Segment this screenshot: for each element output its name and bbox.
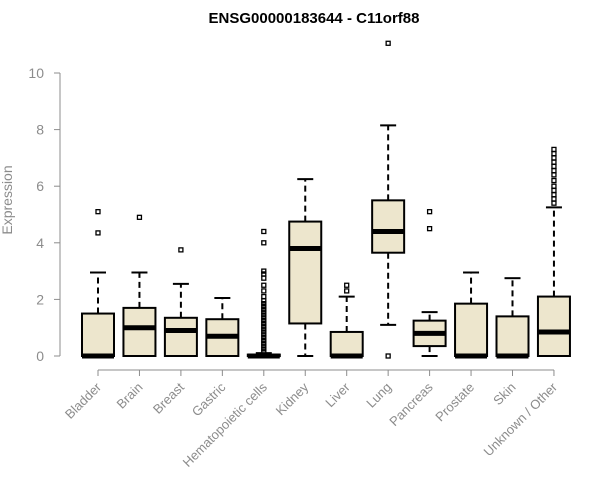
y-tick-label: 0 [36,348,44,364]
outlier-point [551,146,557,153]
outlier-point [261,300,267,307]
outlier-point [551,177,557,184]
x-tick-label: Liver [322,379,353,410]
outlier-point [551,187,557,194]
outlier-point [261,334,267,341]
x-tick-label: Lung [363,380,394,411]
outlier-point [261,326,267,332]
box-iqr [329,330,364,358]
box-iqr [81,312,115,357]
outlier-point [261,309,267,315]
outlier-point [261,298,267,304]
outlier-point [95,209,101,215]
outlier-point [426,209,433,215]
outlier-point [551,183,557,189]
box-group [412,209,447,357]
x-tick-label: Bladder [62,379,105,422]
box-iqr [495,315,530,358]
outlier-point [426,225,433,232]
outlier-point [261,293,267,300]
box-group [371,40,406,359]
outlier-point [261,349,267,355]
outlier-point [551,192,557,198]
box-iqr [163,316,198,358]
box-group [495,277,530,359]
outlier-point [136,214,143,220]
y-axis-label: Expression [0,165,15,234]
box-iqr [454,302,489,357]
outlier-point [95,230,101,236]
outlier-point [344,282,350,288]
outlier-point [261,315,267,321]
outlier-point [551,196,557,202]
box-group [288,178,323,357]
outlier-point [261,340,267,346]
outlier-point [261,312,267,318]
box-iqr [371,199,406,254]
outlier-point [178,247,184,253]
y-tick-label: 4 [36,235,44,251]
outlier-point [261,275,267,281]
box-group [246,228,281,359]
outlier-point [261,323,267,329]
outlier-point [261,288,267,294]
x-tick-label: Prostate [432,380,477,425]
outlier-point [261,346,267,352]
outlier-point [261,240,267,246]
outlier-point [551,200,557,206]
box-group [163,247,198,358]
chart-title: ENSG00000183644 - C11orf88 [209,10,420,27]
outlier-point [385,40,391,46]
box-group [536,146,571,358]
outlier-point [261,271,267,277]
outlier-point [261,329,267,335]
x-tick-label: Pancreas [386,379,436,429]
x-tick-label: Skin [490,380,518,408]
y-tick-label: 8 [36,122,44,138]
outlier-point [261,317,267,324]
box-group [205,296,240,357]
outlier-point [261,268,267,274]
box-iqr [122,306,157,358]
outlier-point [551,155,557,161]
x-tick-label: Kidney [273,379,312,418]
y-axis: 0 2 4 6 8 10 [28,65,61,364]
outlier-point [551,167,557,174]
outlier-point [261,320,267,327]
box-iqr [536,295,571,358]
box-group [81,209,115,359]
x-tick-label: Unknown / Other [480,379,560,459]
box-group [454,271,489,359]
outlier-point [261,303,267,310]
y-tick-label: 6 [36,178,44,194]
outlier-point [551,163,557,170]
outlier-point [344,288,350,294]
box-group [122,214,157,358]
outlier-point [261,332,267,338]
outlier-point [261,337,267,344]
box-group [329,282,364,359]
boxes-group [81,40,571,359]
outlier-point [261,343,267,349]
outlier-point [551,151,557,157]
outlier-point [551,172,557,178]
x-tick-label: Breast [150,379,187,416]
x-tick-label: Brain [113,380,145,412]
outlier-point [385,353,391,359]
y-tick-label: 2 [36,291,44,307]
outlier-point [261,228,267,235]
x-tick-label: Gastric [189,379,229,419]
outlier-point [551,159,557,165]
box-iqr [288,220,323,325]
y-tick-label: 10 [28,65,44,81]
outlier-point [261,282,267,288]
outlier-point [261,306,267,312]
